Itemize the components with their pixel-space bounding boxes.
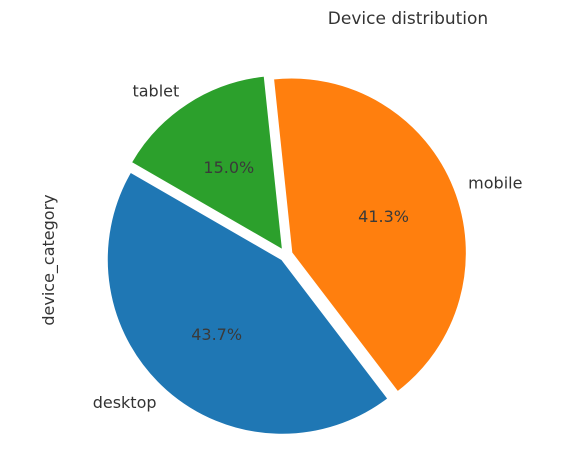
chart-title: Device distribution [328,9,488,29]
slice-percent-desktop: 43.7% [191,325,242,344]
slice-percent-tablet: 15.0% [203,158,254,177]
slice-label-mobile: mobile [468,174,522,193]
pie-slices [106,75,468,436]
pie-slice-desktop [106,170,390,436]
slice-label-tablet: tablet [132,82,179,101]
pie-slice-tablet [130,75,284,252]
pie-labels: desktop 43.7% mobile 41.3% tablet 15.0% [93,82,523,413]
pie-slice-mobile [272,77,468,394]
slice-label-desktop: desktop [93,393,157,412]
y-axis-label: device_category [39,194,59,325]
slice-percent-mobile: 41.3% [358,207,409,226]
